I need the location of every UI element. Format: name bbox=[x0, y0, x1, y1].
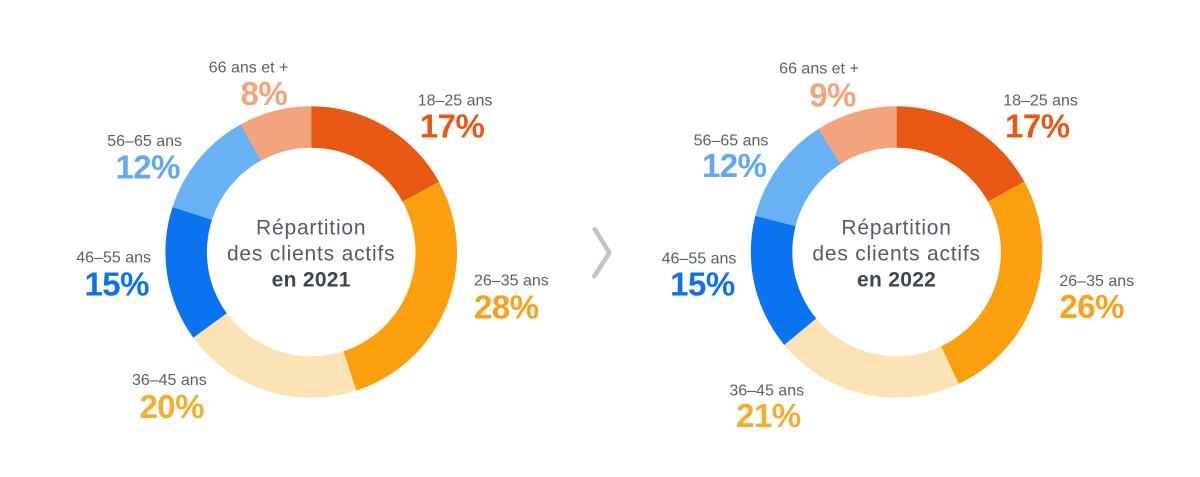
svg-text:15%: 15% bbox=[670, 265, 735, 302]
svg-text:46–55 ans: 46–55 ans bbox=[662, 251, 737, 268]
svg-text:26–35 ans: 26–35 ans bbox=[1059, 273, 1134, 290]
svg-text:26%: 26% bbox=[1059, 288, 1124, 325]
svg-text:Répartition: Répartition bbox=[841, 217, 951, 240]
svg-text:56–65 ans: 56–65 ans bbox=[694, 132, 769, 149]
svg-text:26–35 ans: 26–35 ans bbox=[474, 273, 549, 290]
svg-text:15%: 15% bbox=[84, 265, 149, 302]
svg-text:17%: 17% bbox=[1005, 108, 1070, 145]
svg-text:66 ans et +: 66 ans et + bbox=[209, 59, 289, 76]
svg-text:18–25 ans: 18–25 ans bbox=[418, 92, 493, 109]
svg-text:9%: 9% bbox=[809, 76, 856, 113]
svg-text:8%: 8% bbox=[240, 75, 287, 112]
svg-text:12%: 12% bbox=[115, 149, 180, 186]
svg-text:des clients actifs: des clients actifs bbox=[227, 242, 395, 265]
svg-text:en 2022: en 2022 bbox=[857, 268, 936, 291]
svg-text:56–65 ans: 56–65 ans bbox=[107, 133, 182, 150]
svg-text:en 2021: en 2021 bbox=[272, 268, 351, 291]
svg-text:28%: 28% bbox=[474, 289, 539, 326]
svg-text:18–25 ans: 18–25 ans bbox=[1003, 92, 1078, 109]
svg-text:66 ans et +: 66 ans et + bbox=[779, 60, 859, 77]
svg-text:21%: 21% bbox=[736, 397, 801, 434]
svg-text:des clients actifs: des clients actifs bbox=[812, 242, 980, 265]
svg-text:36–45 ans: 36–45 ans bbox=[132, 372, 207, 389]
svg-text:20%: 20% bbox=[139, 388, 204, 425]
svg-text:46–55 ans: 46–55 ans bbox=[76, 250, 151, 267]
svg-text:36–45 ans: 36–45 ans bbox=[729, 383, 804, 400]
svg-text:12%: 12% bbox=[702, 147, 767, 184]
svg-text:17%: 17% bbox=[420, 108, 485, 145]
svg-text:Répartition: Répartition bbox=[256, 217, 366, 240]
